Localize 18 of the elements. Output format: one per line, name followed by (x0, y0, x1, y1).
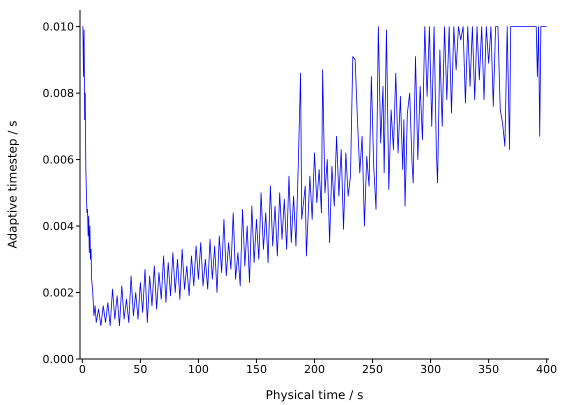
y-tick-label: 0.008 (42, 87, 74, 100)
x-tick-label: 250 (362, 362, 384, 376)
x-tick-label: 100 (188, 362, 209, 376)
x-tick-label: 400 (536, 362, 558, 376)
y-axis-title: Adaptive timestep / s (5, 120, 20, 248)
y-tick-label: 0.006 (42, 153, 74, 166)
x-tick-label: 0 (78, 362, 86, 376)
x-axis-title: Physical time / s (266, 388, 364, 402)
x-tick-label: 300 (420, 362, 442, 376)
y-tick-label: 0.002 (42, 286, 74, 300)
x-tick-label: 50 (133, 362, 148, 376)
y-tick-label: 0.004 (42, 220, 74, 233)
y-tick-label: 0.000 (42, 352, 74, 366)
line-series (82, 26, 548, 326)
y-tick-label: 0.010 (42, 20, 74, 34)
x-tick-label: 350 (478, 362, 500, 376)
x-tick-label: 200 (304, 362, 325, 376)
x-tick-label: 150 (246, 362, 267, 376)
